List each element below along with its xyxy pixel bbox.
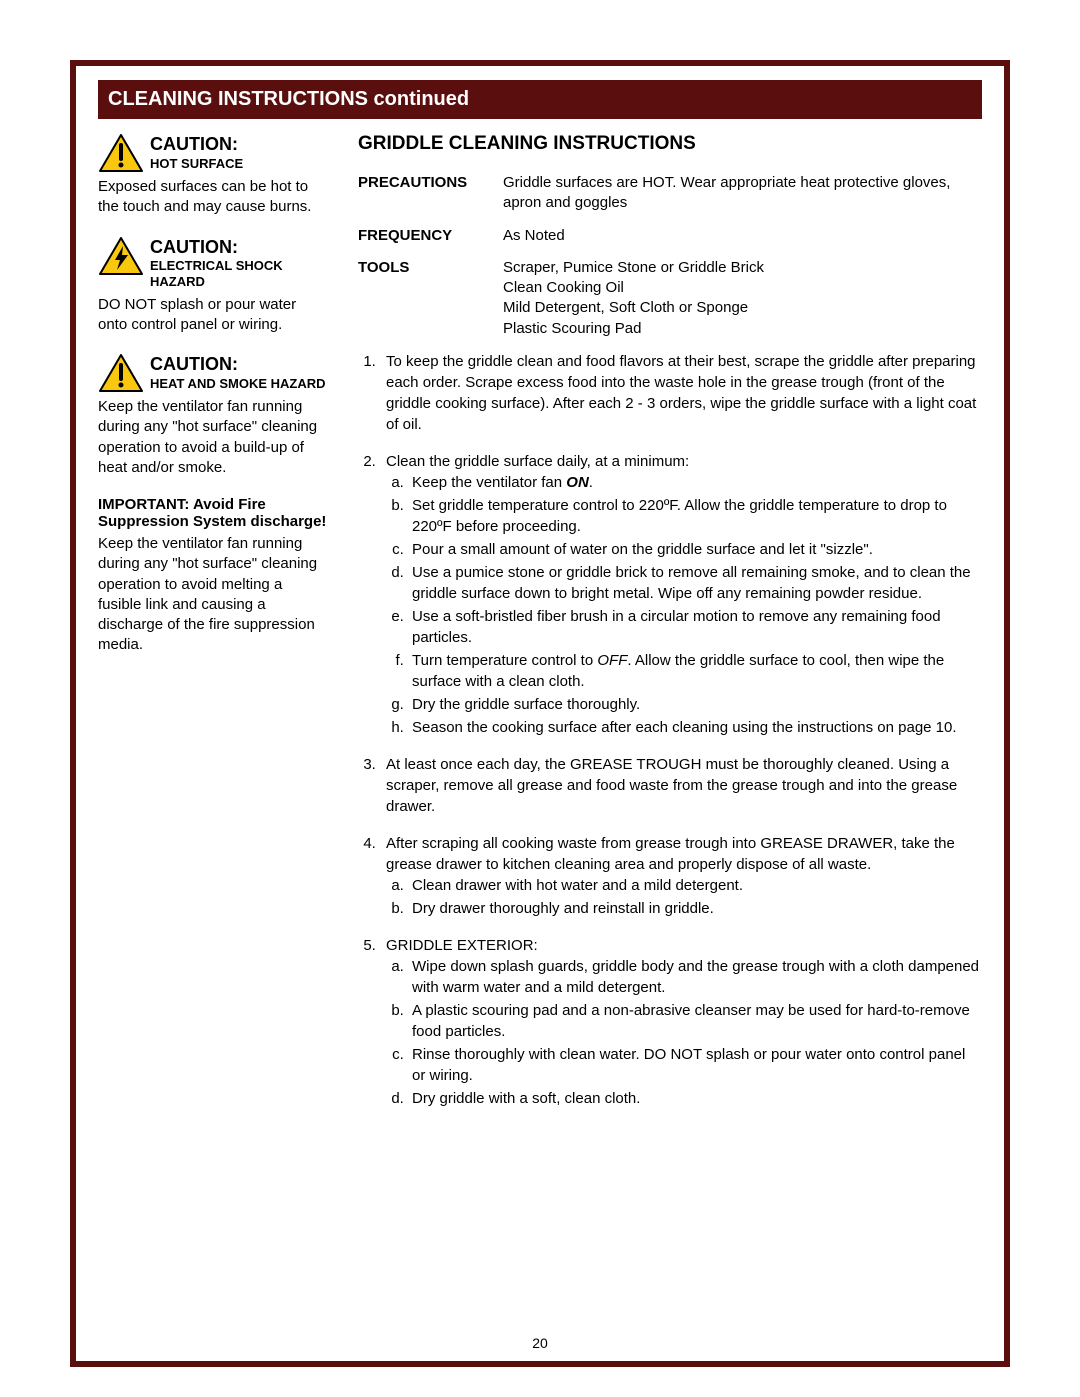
- substep: Use a soft-bristled fiber brush in a cir…: [408, 606, 982, 648]
- page-frame: CLEANING INSTRUCTIONS continued CAUTION:…: [70, 60, 1010, 1367]
- caution-subtitle: ELECTRICAL SHOCK HAZARD: [150, 258, 328, 291]
- steps-list: To keep the griddle clean and food flavo…: [358, 351, 982, 1109]
- substep: Dry the griddle surface thoroughly.: [408, 694, 982, 715]
- precautions-row: PRECAUTIONS Griddle surfaces are HOT. We…: [358, 173, 982, 214]
- tools-line: Plastic Scouring Pad: [503, 319, 982, 339]
- important-label: IMPORTANT: Avoid Fire Suppression System…: [98, 496, 328, 530]
- substep-text: Rinse thoroughly with clean water. DO NO…: [412, 1046, 965, 1084]
- substep-text: Set griddle temperature control to 220ºF…: [412, 497, 947, 535]
- substep: Clean drawer with hot water and a mild d…: [408, 875, 982, 896]
- substep-text: Pour a small amount of water on the grid…: [412, 541, 873, 558]
- left-column: CAUTION: HOT SURFACE Exposed surfaces ca…: [98, 133, 328, 1125]
- substep: Wipe down splash guards, griddle body an…: [408, 956, 982, 998]
- step-text: Clean the griddle surface daily, at a mi…: [386, 453, 689, 470]
- substep-text: Clean drawer with hot water and a mild d…: [412, 877, 743, 894]
- substep-text: Dry drawer thoroughly and reinstall in g…: [412, 900, 714, 917]
- off-word: OFF: [597, 652, 627, 669]
- on-word: ON: [566, 474, 589, 491]
- substep-text: A plastic scouring pad and a non-abrasiv…: [412, 1002, 970, 1040]
- right-column: GRIDDLE CLEANING INSTRUCTIONS PRECAUTION…: [358, 133, 982, 1125]
- caution-subtitle: HOT SURFACE: [150, 156, 243, 172]
- step-text: GRIDDLE EXTERIOR:: [386, 937, 538, 954]
- step: After scraping all cooking waste from gr…: [380, 833, 982, 919]
- tools-label: TOOLS: [358, 258, 503, 339]
- caution-electrical: CAUTION: ELECTRICAL SHOCK HAZARD DO NOT …: [98, 236, 328, 336]
- step-text: To keep the griddle clean and food flavo…: [386, 353, 976, 433]
- caution-body: Exposed surfaces can be hot to the touch…: [98, 177, 328, 218]
- caution-title: CAUTION:: [150, 353, 326, 376]
- frequency-value: As Noted: [503, 226, 982, 246]
- precautions-value: Griddle surfaces are HOT. Wear appropria…: [503, 173, 982, 214]
- substep-text: Use a pumice stone or griddle brick to r…: [412, 564, 971, 602]
- tools-line: Mild Detergent, Soft Cloth or Sponge: [503, 298, 982, 318]
- shock-triangle-icon: [98, 236, 144, 276]
- right-title: GRIDDLE CLEANING INSTRUCTIONS: [358, 133, 982, 155]
- caution-subtitle: HEAT AND SMOKE HAZARD: [150, 376, 326, 392]
- warning-triangle-icon: [98, 353, 144, 393]
- caution-hot-surface: CAUTION: HOT SURFACE Exposed surfaces ca…: [98, 133, 328, 218]
- caution-heat-smoke: CAUTION: HEAT AND SMOKE HAZARD Keep the …: [98, 353, 328, 478]
- substep: Season the cooking surface after each cl…: [408, 717, 982, 738]
- substep: Rinse thoroughly with clean water. DO NO…: [408, 1044, 982, 1086]
- substep: Pour a small amount of water on the grid…: [408, 539, 982, 560]
- step: GRIDDLE EXTERIOR: Wipe down splash guard…: [380, 935, 982, 1109]
- step: At least once each day, the GREASE TROUG…: [380, 754, 982, 817]
- frequency-row: FREQUENCY As Noted: [358, 226, 982, 246]
- substep-text: Turn temperature control to: [412, 652, 597, 669]
- substep: Dry griddle with a soft, clean cloth.: [408, 1088, 982, 1109]
- substeps: Clean drawer with hot water and a mild d…: [386, 875, 982, 919]
- substep: A plastic scouring pad and a non-abrasiv…: [408, 1000, 982, 1042]
- tools-line: Clean Cooking Oil: [503, 278, 982, 298]
- step: To keep the griddle clean and food flavo…: [380, 351, 982, 435]
- substep: Keep the ventilator fan ON.: [408, 472, 982, 493]
- section-banner: CLEANING INSTRUCTIONS continued: [98, 80, 982, 119]
- tools-value: Scraper, Pumice Stone or Griddle Brick C…: [503, 258, 982, 339]
- tools-row: TOOLS Scraper, Pumice Stone or Griddle B…: [358, 258, 982, 339]
- important-block: IMPORTANT: Avoid Fire Suppression System…: [98, 496, 328, 656]
- substeps: Wipe down splash guards, griddle body an…: [386, 956, 982, 1109]
- caution-body: DO NOT splash or pour water onto control…: [98, 295, 328, 336]
- substep-text: Keep the ventilator fan: [412, 474, 566, 491]
- substep: Dry drawer thoroughly and reinstall in g…: [408, 898, 982, 919]
- caution-title: CAUTION:: [150, 236, 328, 259]
- frequency-label: FREQUENCY: [358, 226, 503, 246]
- step-text: At least once each day, the GREASE TROUG…: [386, 756, 957, 815]
- banner-title: CLEANING INSTRUCTIONS continued: [108, 88, 469, 110]
- warning-triangle-icon: [98, 133, 144, 173]
- caution-body: Keep the ventilator fan running during a…: [98, 397, 328, 478]
- substep: Set griddle temperature control to 220ºF…: [408, 495, 982, 537]
- important-body: Keep the ventilator fan running during a…: [98, 534, 328, 656]
- substep: Use a pumice stone or griddle brick to r…: [408, 562, 982, 604]
- substep-text: Use a soft-bristled fiber brush in a cir…: [412, 608, 941, 646]
- substep-text: .: [589, 474, 593, 491]
- substep-text: Dry the griddle surface thoroughly.: [412, 696, 640, 713]
- tools-line: Scraper, Pumice Stone or Griddle Brick: [503, 258, 982, 278]
- step-text: After scraping all cooking waste from gr…: [386, 835, 955, 873]
- substep: Turn temperature control to OFF. Allow t…: [408, 650, 982, 692]
- substep-text: Wipe down splash guards, griddle body an…: [412, 958, 979, 996]
- precautions-label: PRECAUTIONS: [358, 173, 503, 214]
- content-columns: CAUTION: HOT SURFACE Exposed surfaces ca…: [98, 133, 982, 1125]
- caution-title: CAUTION:: [150, 133, 243, 156]
- substep-text: Dry griddle with a soft, clean cloth.: [412, 1090, 640, 1107]
- step: Clean the griddle surface daily, at a mi…: [380, 451, 982, 738]
- substep-text: Season the cooking surface after each cl…: [412, 719, 957, 736]
- substeps: Keep the ventilator fan ON. Set griddle …: [386, 472, 982, 738]
- page-number: 20: [76, 1335, 1004, 1351]
